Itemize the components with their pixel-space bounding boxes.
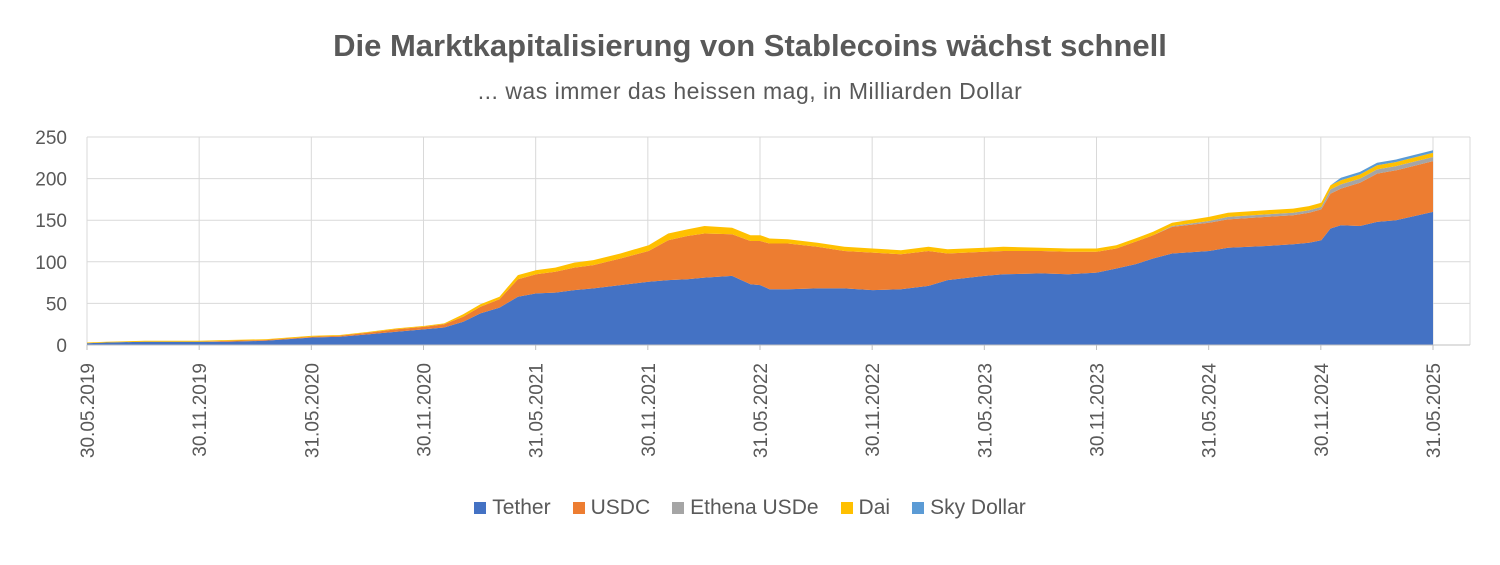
y-tick-label: 150 xyxy=(35,211,67,232)
x-tick-label: 31.05.2022 xyxy=(751,363,772,458)
x-tick-label: 30.11.2024 xyxy=(1312,363,1333,457)
legend-swatch xyxy=(840,502,853,514)
legend-label: Ethena USDe xyxy=(690,496,819,519)
y-tick-label: 250 xyxy=(35,128,67,149)
y-tick-label: 100 xyxy=(35,253,67,274)
x-tick-label: 30.11.2020 xyxy=(415,363,436,457)
series-areas xyxy=(87,150,1433,345)
legend-item-ethena-usde: Ethena USDe xyxy=(672,496,819,520)
area-series-tether xyxy=(87,211,1433,345)
x-axis-ticks: 30.05.2019 30.11.2019 31.05.2020 30.11.2020… xyxy=(78,345,1445,458)
x-tick-label: 30.05.2019 xyxy=(78,363,99,458)
legend-item-sky-dollar: Sky Dollar xyxy=(912,496,1026,520)
x-tick-label: 30.11.2021 xyxy=(639,363,660,457)
legend-swatch xyxy=(572,502,585,514)
legend-label: USDC xyxy=(590,496,651,519)
legend-swatch xyxy=(474,502,487,514)
legend-label: Tether xyxy=(492,496,551,519)
x-tick-label: 31.05.2023 xyxy=(975,363,996,458)
y-tick-label: 200 xyxy=(35,170,67,191)
x-tick-label: 31.05.2020 xyxy=(302,363,323,458)
chart-subtitle: ... was immer das heissen mag, in Millia… xyxy=(477,78,1023,104)
y-tick-label: 0 xyxy=(56,336,67,357)
legend: Tether USDC Ethena USDe Dai Sky Dollar xyxy=(0,496,1500,520)
y-axis-ticks: 0 50 100 150 200 250 xyxy=(35,128,67,357)
legend-item-usdc: USDC xyxy=(572,496,651,520)
x-tick-label: 31.05.2024 xyxy=(1200,363,1221,459)
x-tick-label: 31.05.2021 xyxy=(527,363,548,458)
legend-swatch xyxy=(912,502,925,514)
chart-title: Die Marktkapitalisierung von Stablecoins… xyxy=(333,28,1167,63)
x-tick-label: 30.11.2023 xyxy=(1088,363,1109,457)
y-tick-label: 50 xyxy=(46,294,67,315)
x-tick-label: 31.05.2025 xyxy=(1424,363,1445,458)
legend-label: Sky Dollar xyxy=(930,496,1026,519)
legend-label: Dai xyxy=(858,496,891,519)
legend-item-dai: Dai xyxy=(840,496,891,520)
x-tick-label: 30.11.2019 xyxy=(190,363,211,457)
area-series-usdc xyxy=(87,161,1433,344)
x-tick-label: 30.11.2022 xyxy=(863,363,884,457)
legend-swatch xyxy=(672,502,685,514)
legend-item-tether: Tether xyxy=(474,496,551,520)
